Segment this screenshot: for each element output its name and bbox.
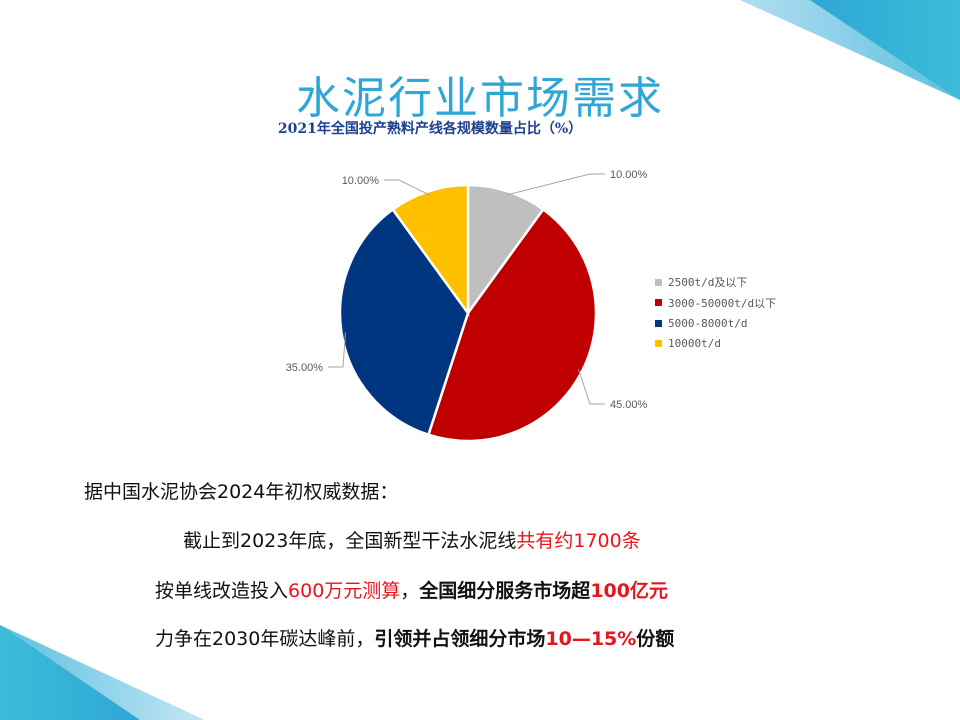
legend-label: 5000-8000t/d: [668, 316, 748, 330]
highlight-text: 共有约1700条: [516, 530, 641, 552]
body-line-2: 按单线改造投入600万元测算，全国细分服务市场超100亿元: [155, 576, 668, 603]
body-text: 引领并占领细分市场: [374, 628, 546, 650]
body-text: 力争在2030年碳达峰前，: [155, 628, 375, 650]
corner-triangle-dark-top: [810, 0, 960, 100]
highlight-text: 600万元测算: [288, 580, 401, 602]
legend-item: 2500t/d及以下: [655, 272, 776, 293]
data-label: 10.00%: [610, 169, 648, 181]
data-label: 45.00%: [610, 399, 648, 411]
chart-legend: 2500t/d及以下 3000-50000t/d以下 5000-8000t/d …: [655, 272, 776, 354]
legend-item: 5000-8000t/d: [655, 313, 776, 334]
legend-label: 3000-50000t/d以下: [668, 296, 777, 310]
data-label: 35.00%: [286, 362, 324, 374]
body-text: ，: [400, 580, 420, 602]
leader-line: [506, 173, 605, 196]
legend-item: 10000t/d: [655, 334, 776, 355]
highlight-text: 100亿元: [590, 580, 668, 602]
leader-line: [328, 332, 347, 368]
chart-title: 2021年全国投产熟料产线各规模数量占比（%）: [277, 121, 583, 137]
pie-slice: [338, 207, 470, 437]
legend-swatch: [655, 278, 662, 286]
pie-slice: [426, 207, 598, 443]
pie-slice: [391, 183, 470, 317]
body-line-3: 力争在2030年碳达峰前，引领并占领细分市场10—15%份额: [155, 624, 674, 651]
pie-slice: [466, 183, 545, 317]
corner-triangle-dark-bottom: [0, 625, 140, 720]
leader-line: [384, 179, 430, 196]
legend-swatch: [655, 319, 662, 327]
body-line-1: 截止到2023年底，全国新型干法水泥线共有约1700条: [183, 526, 641, 553]
body-text: 份额: [636, 628, 675, 650]
intro-text: 据中国水泥协会2024年初权威数据：: [84, 481, 399, 503]
legend-swatch: [655, 299, 662, 307]
legend-swatch: [655, 340, 662, 348]
body-text: 按单线改造投入: [155, 580, 289, 602]
highlight-text: 10—15%: [545, 628, 637, 650]
body-text: 全国细分服务市场超: [419, 580, 591, 602]
body-text: 截止到2023年底，全国新型干法水泥线: [183, 530, 517, 552]
slide-title: 水泥行业市场需求: [296, 73, 664, 124]
legend-label: 2500t/d及以下: [668, 276, 748, 290]
legend-item: 3000-50000t/d以下: [655, 293, 776, 314]
data-label: 10.00%: [342, 175, 380, 187]
legend-label: 10000t/d: [668, 337, 721, 351]
leader-line: [578, 369, 605, 405]
